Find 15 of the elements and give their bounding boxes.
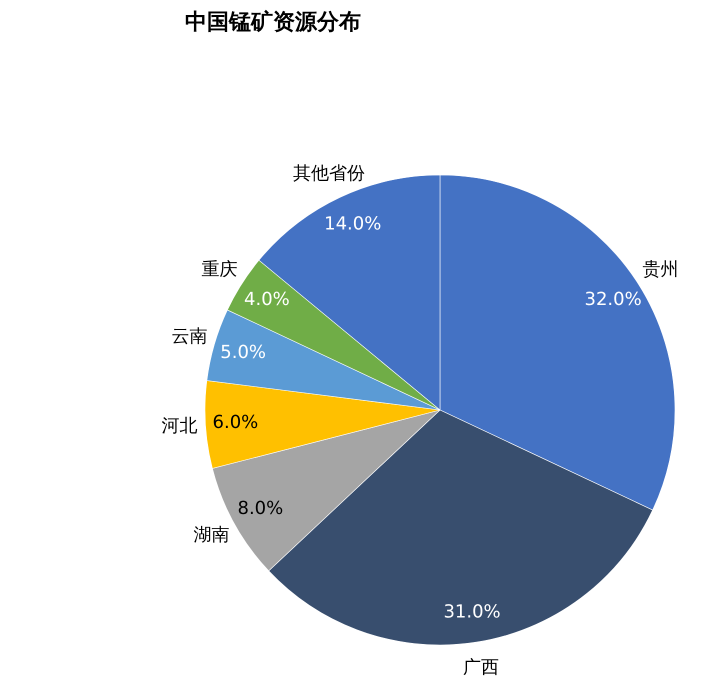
data-label: 5.0% xyxy=(220,342,266,363)
data-label: 6.0% xyxy=(212,412,258,433)
slice-label: 广西 xyxy=(462,656,499,678)
data-label: 31.0% xyxy=(443,601,501,622)
slice-label: 重庆 xyxy=(202,259,238,280)
slice-label: 贵州 xyxy=(642,259,678,280)
data-label: 8.0% xyxy=(237,498,284,519)
slice-label: 云南 xyxy=(171,326,208,348)
slice-label: 河北 xyxy=(162,415,198,436)
data-label: 14.0% xyxy=(324,214,382,235)
data-label: 32.0% xyxy=(584,289,642,310)
chart-title: 中国锰矿资源分布 xyxy=(185,9,361,35)
slice-label: 湖南 xyxy=(193,524,230,546)
slice-label: 其他省份 xyxy=(292,162,365,184)
data-label: 4.0% xyxy=(244,289,290,310)
